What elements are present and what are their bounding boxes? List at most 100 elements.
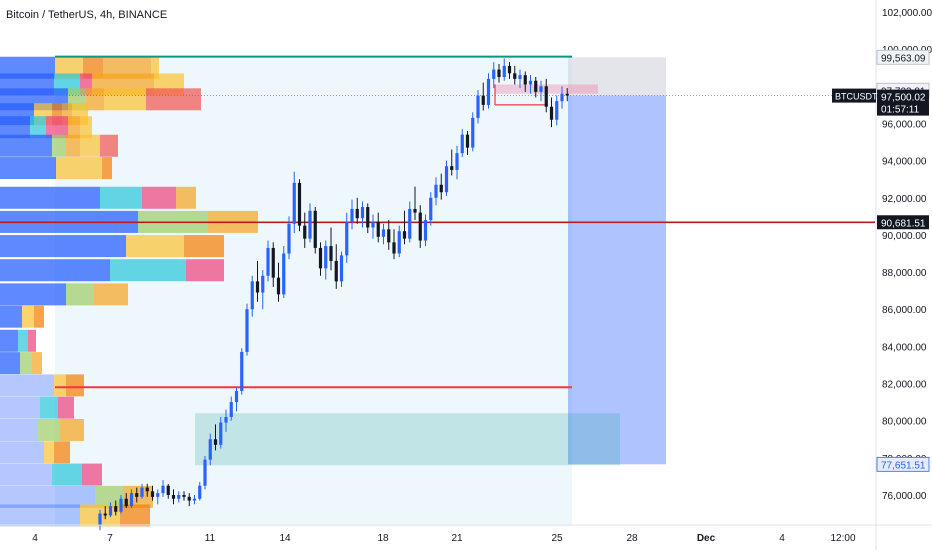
candle-body bbox=[114, 506, 118, 512]
volume-profile-bar bbox=[52, 463, 82, 486]
candle-body bbox=[250, 281, 254, 310]
candle-body bbox=[392, 242, 396, 254]
price-tick-label: 92,000.00 bbox=[882, 194, 927, 205]
candle-body bbox=[161, 485, 165, 494]
candle-body bbox=[544, 86, 548, 107]
candle-body bbox=[502, 65, 506, 78]
candle-body bbox=[371, 221, 375, 228]
drawn-lines[interactable] bbox=[0, 55, 875, 389]
price-badge-label: 90,681.51 bbox=[881, 218, 926, 229]
volume-profile-bar bbox=[30, 116, 46, 139]
volume-profile-bar bbox=[0, 134, 52, 157]
candle-body bbox=[271, 247, 275, 278]
volume-profile-bar bbox=[0, 463, 52, 486]
volume-profile-bar bbox=[66, 283, 94, 306]
volume-profile-bar bbox=[184, 235, 224, 258]
volume-profile-bar bbox=[0, 283, 66, 306]
candle-body bbox=[224, 416, 228, 423]
volume-profile-bar bbox=[86, 88, 104, 111]
symbol-tag-label: BTCUSDT bbox=[835, 92, 878, 102]
time-tick-label: 14 bbox=[279, 533, 291, 544]
volume-profile-bar bbox=[83, 56, 103, 79]
time-tick-label: 11 bbox=[205, 533, 216, 544]
candle-body bbox=[140, 487, 144, 497]
volume-profile-bar bbox=[142, 186, 176, 209]
time-tick-label: 21 bbox=[451, 533, 463, 544]
price-tick-label: 88,000.00 bbox=[882, 268, 927, 279]
candle-body bbox=[555, 101, 559, 120]
volume-profile-bar bbox=[120, 504, 150, 527]
candle-body bbox=[429, 197, 433, 221]
candle-body bbox=[182, 495, 186, 497]
price-tick-label: 76,000.00 bbox=[882, 491, 927, 502]
candle-body bbox=[150, 491, 155, 497]
stop-loss-box[interactable] bbox=[568, 57, 666, 96]
candle-body bbox=[413, 208, 417, 213]
candle-body bbox=[198, 485, 202, 499]
candle-body bbox=[119, 498, 123, 512]
price-badge bbox=[877, 89, 929, 104]
candle-body bbox=[187, 496, 191, 501]
candle-body bbox=[486, 78, 491, 105]
candle-body bbox=[166, 485, 170, 495]
volume-profile-bar bbox=[54, 441, 70, 464]
time-tick-label: 4 bbox=[779, 533, 785, 544]
candle-body bbox=[240, 351, 244, 391]
volume-profile-bar bbox=[176, 186, 196, 209]
volume-profile-bar bbox=[186, 259, 224, 282]
candle-body bbox=[129, 493, 134, 507]
candle-body bbox=[560, 93, 564, 102]
candle-body bbox=[103, 513, 107, 516]
volume-profile-bar bbox=[100, 186, 142, 209]
volume-profile-bar bbox=[100, 134, 118, 157]
volume-profile-bar bbox=[0, 441, 44, 464]
candle-body bbox=[439, 184, 443, 193]
volume-profile-bar bbox=[18, 329, 28, 352]
candle-body bbox=[171, 495, 176, 499]
take-profit-box[interactable] bbox=[568, 95, 666, 465]
candle-body bbox=[276, 277, 281, 295]
candle-body bbox=[203, 459, 207, 486]
volume-profile-bar bbox=[102, 157, 112, 180]
shaded-region bbox=[55, 56, 572, 527]
volume-profile-bar bbox=[0, 396, 40, 419]
price-badge bbox=[876, 49, 930, 65]
candle-body bbox=[334, 260, 338, 282]
candle-body bbox=[135, 493, 139, 497]
volume-profile-bar bbox=[0, 352, 20, 375]
candle-body bbox=[460, 134, 464, 154]
candle-body bbox=[303, 225, 307, 239]
volume-profile-bar bbox=[80, 134, 100, 157]
price-tick-label: 82,000.00 bbox=[882, 380, 927, 391]
volume-profile-bar bbox=[80, 116, 92, 139]
symbol-title: Bitcoin / TetherUS, 4h, BINANCE bbox=[6, 9, 168, 21]
candle-body bbox=[444, 166, 449, 193]
volume-profile-bar bbox=[22, 305, 34, 328]
volume-profile-bar bbox=[58, 396, 74, 419]
volume-profile-bar bbox=[103, 56, 151, 79]
candle-body bbox=[308, 210, 312, 239]
candle-body bbox=[213, 439, 218, 445]
candle-body bbox=[324, 246, 328, 269]
highlight-shade bbox=[55, 56, 572, 527]
price-badge-label: 97,500.02 bbox=[881, 93, 926, 104]
candle-body bbox=[234, 390, 239, 403]
volume-profile-bar bbox=[82, 463, 102, 486]
volume-profile-bar bbox=[46, 116, 68, 139]
candle-body bbox=[329, 246, 333, 261]
position-tool[interactable] bbox=[195, 57, 666, 466]
candle-body bbox=[360, 207, 365, 219]
price-tick-label: 94,000.00 bbox=[882, 157, 927, 168]
volume-profile-bar bbox=[55, 56, 83, 79]
time-axis[interactable]: 4 7 11 14 18 21 25 28 Dec 4 12:00 bbox=[0, 524, 932, 544]
candle-body bbox=[287, 223, 291, 254]
candle-body bbox=[350, 208, 354, 222]
volume-profile-bar bbox=[68, 116, 80, 139]
candle-body bbox=[266, 247, 270, 276]
volume-profile-bar bbox=[0, 374, 54, 397]
demand-zone[interactable] bbox=[195, 413, 620, 466]
time-tick-label: 25 bbox=[551, 533, 563, 544]
volume-profile-bar bbox=[62, 103, 72, 126]
volume-profile-bar bbox=[44, 441, 54, 464]
